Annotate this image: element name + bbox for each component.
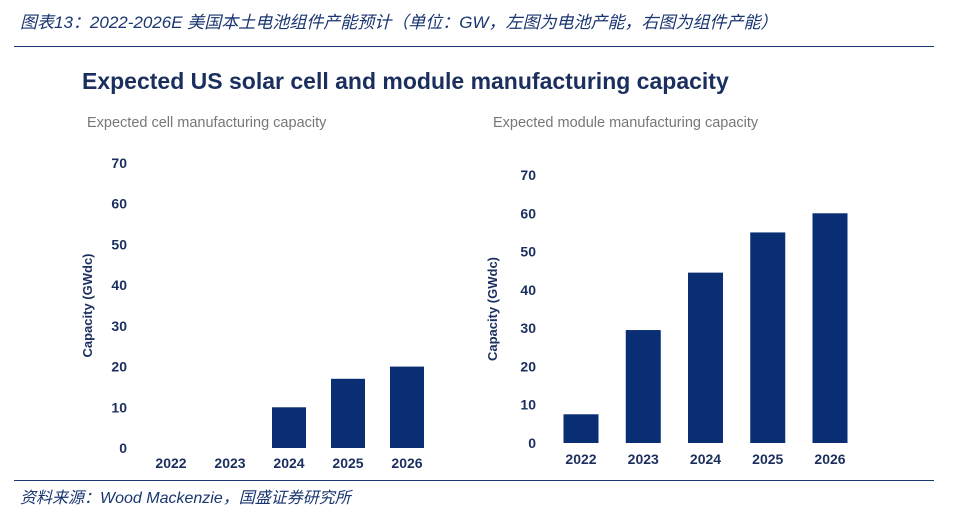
cell-y-tick-label: 0 — [119, 440, 127, 456]
cell-x-tick-label: 2023 — [214, 455, 245, 471]
cell-y-tick-label: 30 — [111, 318, 127, 334]
module-y-tick-label: 20 — [520, 358, 536, 374]
module-x-tick-label: 2022 — [565, 451, 596, 467]
module-bar-2022 — [563, 414, 599, 443]
cell-y-tick-label: 70 — [111, 155, 127, 171]
chart-main-title: Expected US solar cell and module manufa… — [82, 68, 729, 94]
cell-x-tick-label: 2025 — [332, 455, 363, 471]
module-bar-2026 — [812, 213, 848, 443]
bottom-divider — [14, 480, 934, 481]
cell-bar-2026 — [390, 366, 424, 448]
module-y-tick-label: 50 — [520, 244, 536, 260]
cell-bar-2024 — [272, 407, 306, 448]
cell-y-tick-label: 20 — [111, 359, 127, 375]
module-y-tick-label: 40 — [520, 282, 536, 298]
module-y-tick-label: 70 — [520, 167, 536, 183]
module-bar-2023 — [625, 330, 661, 443]
module-x-tick-label: 2025 — [752, 451, 783, 467]
figure-caption: 图表13：2022-2026E 美国本土电池组件产能预计（单位：GW，左图为电池… — [20, 13, 778, 32]
module-y-axis-label: Capacity (GWdc) — [485, 257, 500, 361]
cell-x-tick-label: 2022 — [155, 455, 186, 471]
cell-y-tick-label: 40 — [111, 277, 127, 293]
cell-bar-2025 — [331, 378, 365, 448]
module-x-tick-label: 2024 — [690, 451, 721, 467]
cell-x-tick-label: 2026 — [391, 455, 422, 471]
cell-y-tick-label: 60 — [111, 196, 127, 212]
cell-chart-title: Expected cell manufacturing capacity — [87, 115, 327, 131]
module-chart-title: Expected module manufacturing capacity — [493, 115, 759, 131]
cell-x-tick-label: 2024 — [273, 455, 304, 471]
cell-y-axis-label: Capacity (GWdc) — [80, 253, 95, 357]
module-x-tick-label: 2023 — [628, 451, 659, 467]
module-y-tick-label: 30 — [520, 320, 536, 336]
module-y-tick-label: 60 — [520, 205, 536, 221]
top-divider — [14, 46, 934, 47]
source-note: 资料来源：Wood Mackenzie，国盛证券研究所 — [20, 490, 351, 507]
module-x-tick-label: 2026 — [814, 451, 845, 467]
module-y-tick-label: 0 — [528, 435, 536, 451]
cell-y-tick-label: 50 — [111, 236, 127, 252]
module-bar-2025 — [750, 232, 786, 443]
module-bar-2024 — [688, 272, 723, 443]
module-y-tick-label: 10 — [520, 397, 536, 413]
cell-y-tick-label: 10 — [111, 399, 127, 415]
